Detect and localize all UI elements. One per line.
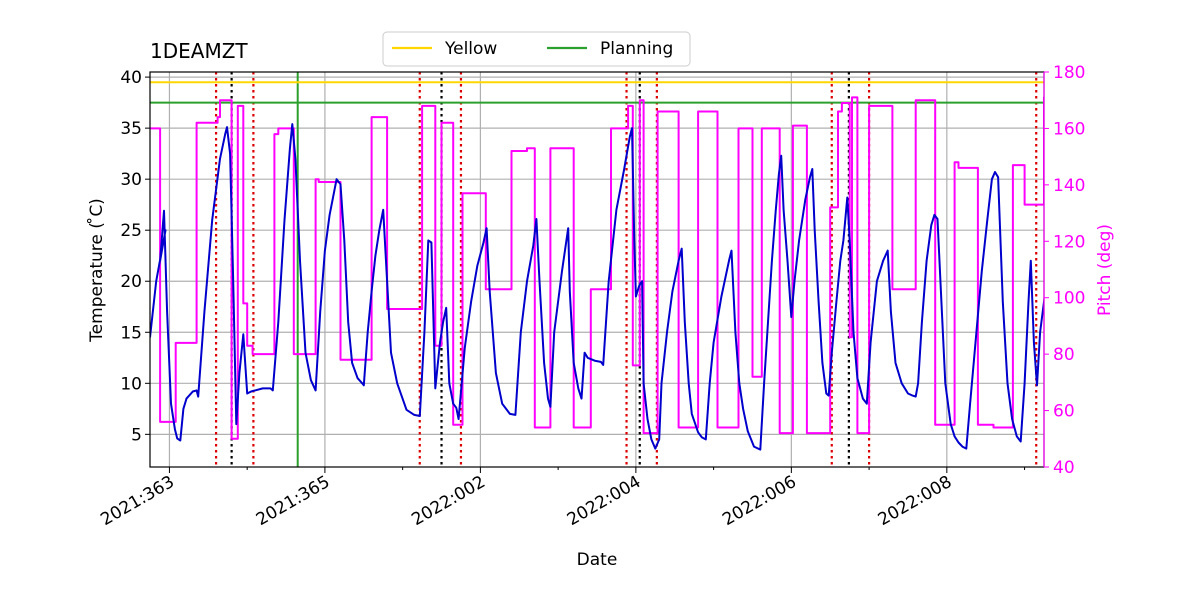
x-tick-label: 2022:008 bbox=[875, 472, 956, 530]
event-lines-layer bbox=[214, 72, 1038, 467]
y-right-tick-label: 40 bbox=[1053, 458, 1075, 478]
x-tick-label: 2021:363 bbox=[97, 472, 178, 530]
y-left-tick-label: 40 bbox=[120, 68, 142, 88]
legend: Yellow Planning bbox=[382, 31, 691, 67]
y-right-tick-label: 80 bbox=[1053, 345, 1075, 365]
y-right-tick-label: 100 bbox=[1053, 289, 1085, 309]
legend-box bbox=[382, 31, 691, 67]
y-axis-left-label: Temperature ( ̊C) bbox=[86, 198, 107, 343]
plot-frame bbox=[149, 71, 1045, 468]
temperature-series-line bbox=[150, 123, 1044, 451]
y-left-tick-label: 20 bbox=[120, 272, 142, 292]
x-tick-label: 2022:002 bbox=[408, 472, 489, 530]
y-right-tick-label: 160 bbox=[1053, 119, 1085, 139]
y-left-tick-label: 5 bbox=[131, 425, 142, 445]
x-tick-label: 2021:365 bbox=[253, 472, 334, 530]
limit-lines-layer bbox=[150, 81, 1044, 104]
y-left-tick-label: 10 bbox=[120, 374, 142, 394]
y-right-tick-label: 60 bbox=[1053, 402, 1075, 422]
y-left-tick-label: 35 bbox=[120, 119, 142, 139]
legend-yellow-label: Yellow bbox=[444, 39, 497, 59]
chart-title: 1DEAMZT bbox=[150, 39, 248, 63]
x-tick-label: 2022:006 bbox=[719, 472, 800, 530]
pitch-series-line bbox=[150, 96, 1044, 440]
y-left-tick-label: 15 bbox=[120, 323, 142, 343]
grid-layer bbox=[150, 72, 1044, 467]
legend-planning-label: Planning bbox=[600, 39, 673, 59]
y-right-tick-label: 180 bbox=[1053, 63, 1085, 83]
y-left-tick-label: 30 bbox=[120, 170, 142, 190]
y-left-tick-label: 25 bbox=[120, 221, 142, 241]
x-tick-label: 2022:004 bbox=[564, 472, 645, 530]
y-right-tick-label: 120 bbox=[1053, 232, 1085, 252]
y-right-tick-label: 140 bbox=[1053, 176, 1085, 196]
y-axis-right-label: Pitch (deg) bbox=[1095, 224, 1115, 316]
x-axis-label: Date bbox=[577, 550, 618, 570]
series-layer bbox=[150, 96, 1044, 451]
